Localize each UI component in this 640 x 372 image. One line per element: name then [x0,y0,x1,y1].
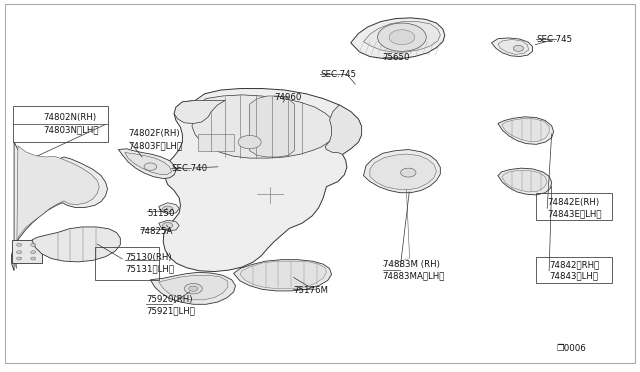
Polygon shape [364,150,440,193]
Polygon shape [502,118,549,141]
Polygon shape [498,168,552,195]
Text: SEC.745: SEC.745 [320,70,356,79]
Text: 74803N〈LH〉: 74803N〈LH〉 [44,126,99,135]
Text: 74803F〈LH〉: 74803F〈LH〉 [128,141,182,150]
Polygon shape [159,275,228,300]
Text: ❐0006: ❐0006 [557,344,586,353]
Text: 74960: 74960 [274,93,301,102]
Polygon shape [492,38,532,57]
Circle shape [17,257,22,260]
Bar [13,106,108,142]
Text: 51150: 51150 [147,209,175,218]
Polygon shape [118,149,176,179]
Polygon shape [364,22,440,52]
Polygon shape [12,142,108,271]
Text: 74802F(RH): 74802F(RH) [128,129,180,138]
Text: 74825A: 74825A [140,227,173,236]
Text: 74883MA〈LH〉: 74883MA〈LH〉 [383,272,445,280]
Circle shape [513,45,524,51]
Polygon shape [174,100,225,124]
Polygon shape [250,96,294,157]
Text: 75131〈LH〉: 75131〈LH〉 [125,264,174,273]
Circle shape [163,206,173,212]
Text: 74843E〈LH〉: 74843E〈LH〉 [547,209,602,218]
Circle shape [184,283,202,294]
Text: SEC.745: SEC.745 [536,35,572,44]
Polygon shape [159,220,179,231]
Polygon shape [498,39,529,54]
Bar [536,193,612,220]
Polygon shape [498,117,554,144]
Polygon shape [502,170,547,192]
Text: 74842E(RH): 74842E(RH) [547,198,599,207]
Circle shape [238,135,261,149]
Text: SEC.740: SEC.740 [171,164,207,173]
Text: 75921〈LH〉: 75921〈LH〉 [146,306,195,315]
Text: 75176M: 75176M [293,286,328,295]
Polygon shape [159,203,179,214]
Polygon shape [234,260,332,291]
Text: 75130(RH): 75130(RH) [125,253,172,262]
Polygon shape [14,146,99,269]
Polygon shape [12,240,42,263]
Text: 75920(RH): 75920(RH) [146,295,193,304]
Polygon shape [370,154,436,190]
Circle shape [31,257,36,260]
Text: 74842〈RH〉: 74842〈RH〉 [549,260,600,269]
Polygon shape [198,134,234,151]
Polygon shape [192,95,336,158]
Circle shape [389,30,415,45]
Text: 74843〈LH〉: 74843〈LH〉 [549,272,598,280]
Polygon shape [240,261,326,289]
Circle shape [401,168,416,177]
Bar [95,247,159,280]
Circle shape [31,251,36,254]
Bar [536,257,612,283]
Polygon shape [325,105,362,154]
Circle shape [189,286,198,291]
Circle shape [163,222,173,228]
Text: 74802N(RH): 74802N(RH) [44,113,97,122]
Polygon shape [32,227,120,262]
Circle shape [144,163,157,170]
Text: 74883M (RH): 74883M (RH) [383,260,440,269]
Polygon shape [125,153,172,175]
Circle shape [17,243,22,246]
Polygon shape [163,89,362,272]
Circle shape [378,23,426,51]
Text: 75650: 75650 [383,53,410,62]
Circle shape [17,251,22,254]
Polygon shape [150,272,236,304]
Circle shape [31,243,36,246]
Polygon shape [351,18,445,59]
